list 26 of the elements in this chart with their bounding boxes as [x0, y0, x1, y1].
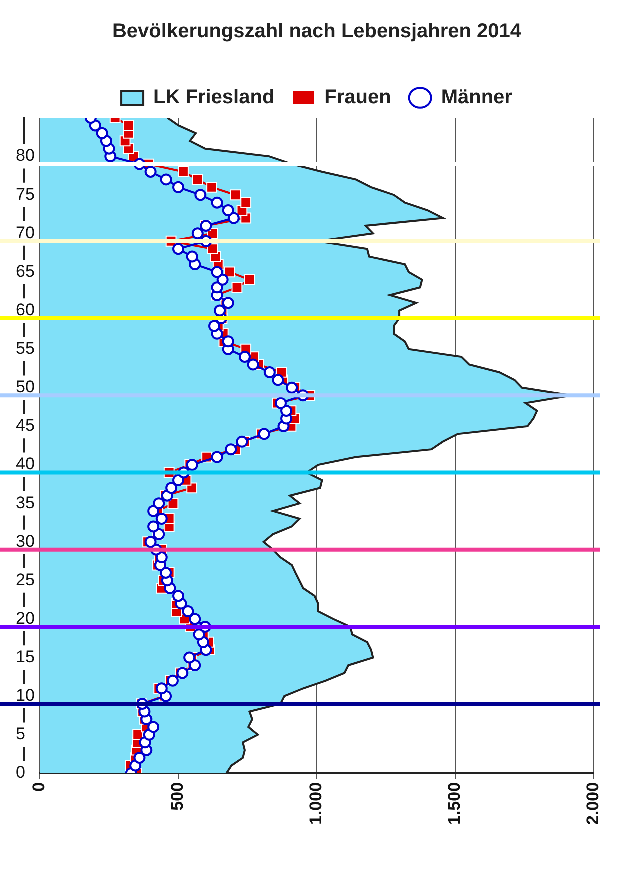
y-tick-label: 25	[16, 570, 35, 590]
y-tick-label: 80	[16, 146, 35, 166]
y-tick-label: 60	[16, 300, 35, 320]
y-tick-label: 0	[16, 763, 26, 782]
y-tick-label: 75	[16, 184, 35, 204]
chart-title: Bevölkerungszahl nach Lebensjahren 2014	[112, 20, 522, 43]
y-tick-label: 20	[16, 608, 35, 628]
y-tick-label: 15	[16, 647, 35, 666]
y-tick-label: 35	[16, 493, 35, 512]
y-tick-label: 5	[16, 724, 26, 744]
y-tick-label: 70	[16, 223, 35, 242]
legend-label: LK Friesland	[154, 86, 275, 109]
y-tick-label: 30	[16, 532, 35, 551]
x-tick-label: 500	[168, 782, 188, 811]
legend-label: Frauen	[324, 86, 392, 109]
x-tick-label: 1.500	[445, 782, 464, 826]
y-tick-label: 65	[16, 262, 35, 281]
y-tick-label: 10	[16, 686, 35, 706]
legend-label: Männer	[441, 86, 513, 109]
y-tick-label: 45	[16, 416, 35, 436]
y-tick-label: 40	[16, 454, 35, 474]
x-tick-label: 1.000	[306, 782, 326, 826]
y-tick-label: 55	[16, 339, 35, 358]
x-tick-label: 2.000	[584, 782, 603, 826]
x-tick-label: 0	[30, 782, 49, 792]
y-tick-label: 50	[16, 378, 35, 397]
